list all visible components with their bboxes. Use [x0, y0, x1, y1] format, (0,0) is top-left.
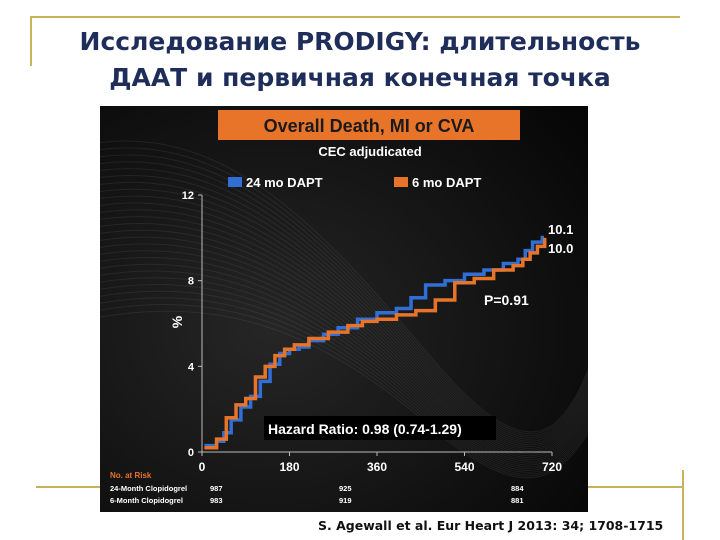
background-wave-line	[100, 229, 588, 457]
background-wave-line	[100, 209, 588, 451]
frame-right-line	[682, 470, 684, 540]
background-wave-line	[100, 202, 588, 449]
risk-table: No. at Risk 24-Month Clopidogrel 987 925…	[110, 471, 524, 505]
background-wave-line	[100, 250, 588, 462]
risk-cell: 925	[339, 484, 352, 493]
background-wave-line	[100, 140, 588, 433]
x-tick-label: 360	[367, 460, 387, 474]
background-wave-line	[100, 297, 588, 475]
background-wave-line	[100, 154, 588, 437]
background-wave-line	[100, 283, 588, 472]
chart-panel: Overall Death, MI or CVA CEC adjudicated…	[100, 106, 588, 512]
y-tick-label: 8	[188, 276, 194, 288]
background-wave-line	[100, 236, 588, 459]
background-wave-line	[100, 263, 588, 466]
chart-background	[100, 106, 588, 512]
background-wave-line	[100, 216, 588, 453]
background-wave-line	[100, 188, 588, 446]
chart-svg: Overall Death, MI or CVA CEC adjudicated…	[100, 106, 588, 512]
y-ticks: 0 4 8 12	[182, 190, 202, 459]
chart-title-banner	[218, 110, 520, 140]
risk-cell: 884	[511, 484, 524, 493]
background-wave-lines	[100, 140, 588, 479]
legend-swatch-6mo	[394, 177, 408, 187]
background-wave-line	[100, 243, 588, 461]
risk-cell: 881	[511, 496, 524, 505]
series-line-6mo	[204, 237, 547, 450]
background-wave-line	[100, 270, 588, 468]
frame-left-line	[30, 16, 32, 66]
series-layer	[204, 235, 547, 450]
end-label-6mo: 10.0	[548, 241, 573, 256]
y-tick-label: 0	[188, 447, 194, 459]
slide-title-line1: Исследование PRODIGY: длительность	[79, 27, 641, 56]
risk-cell: 919	[339, 496, 352, 505]
citation: S. Agewall et al. Eur Heart J 2013: 34; …	[318, 518, 664, 533]
background-wave-line	[100, 222, 588, 455]
legend: 24 mo DAPT 6 mo DAPT	[228, 175, 481, 190]
x-tick-label: 540	[454, 460, 474, 474]
legend-swatch-24mo	[228, 177, 242, 187]
risk-row-name: 24-Month Clopidogrel	[110, 484, 187, 493]
legend-label-24mo: 24 mo DAPT	[246, 175, 323, 190]
y-tick-label: 12	[182, 190, 194, 202]
frame-top-line	[30, 16, 680, 18]
x-ticks: 0 180 360 540 720	[199, 452, 562, 474]
x-tick-label: 180	[279, 460, 299, 474]
legend-label-6mo: 6 mo DAPT	[412, 175, 481, 190]
x-tick-label: 0	[199, 460, 206, 474]
y-axis-label: %	[169, 315, 185, 328]
background-wave-line	[100, 181, 588, 444]
background-wave-line	[100, 175, 588, 442]
risk-cell: 983	[210, 496, 223, 505]
series-line-24mo	[204, 235, 545, 448]
risk-cell: 987	[210, 484, 223, 493]
hazard-ratio: Hazard Ratio: 0.98 (0.74-1.29)	[268, 421, 462, 437]
risk-row-name: 6-Month Clopidogrel	[110, 496, 183, 505]
background-wave-line	[100, 257, 588, 464]
background-wave-line	[100, 277, 588, 470]
hazard-ratio-box	[264, 416, 496, 440]
background-wave-line	[100, 168, 588, 440]
background-wave-line	[100, 161, 588, 438]
end-label-24mo: 10.1	[548, 222, 573, 237]
slide-title-line2: ДААТ и первичная конечная точка	[109, 63, 611, 92]
chart-title: Overall Death, MI or CVA	[264, 116, 475, 136]
p-value: P=0.91	[484, 292, 529, 308]
slide-title: Исследование PRODIGY: длительность ДААТ …	[40, 24, 680, 96]
background-wave-line	[100, 147, 588, 435]
risk-table-label: No. at Risk	[110, 471, 152, 480]
background-wave-line	[100, 195, 588, 448]
background-wave-line	[100, 290, 588, 473]
y-tick-label: 4	[188, 361, 195, 373]
chart-subtitle: CEC adjudicated	[318, 144, 421, 159]
x-tick-label: 720	[542, 460, 562, 474]
